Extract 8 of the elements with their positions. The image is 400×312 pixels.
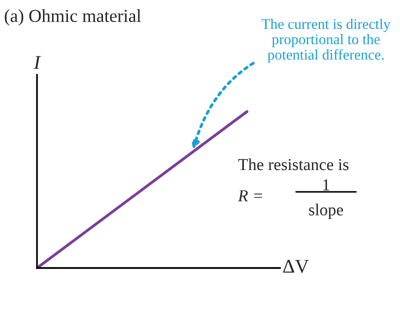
text: The current is directly proportional to the potential difference. bbox=[262, 18, 391, 63]
chart-title: (a) Ohmic material bbox=[4, 9, 141, 26]
x-axis-title: ΔV bbox=[283, 260, 309, 273]
annotation: slope bbox=[309, 204, 344, 219]
annotation: R = bbox=[238, 190, 262, 202]
y-axis-title: I bbox=[34, 56, 41, 69]
annotation: 1 bbox=[323, 179, 330, 190]
annotation: The resistance is bbox=[238, 158, 348, 170]
